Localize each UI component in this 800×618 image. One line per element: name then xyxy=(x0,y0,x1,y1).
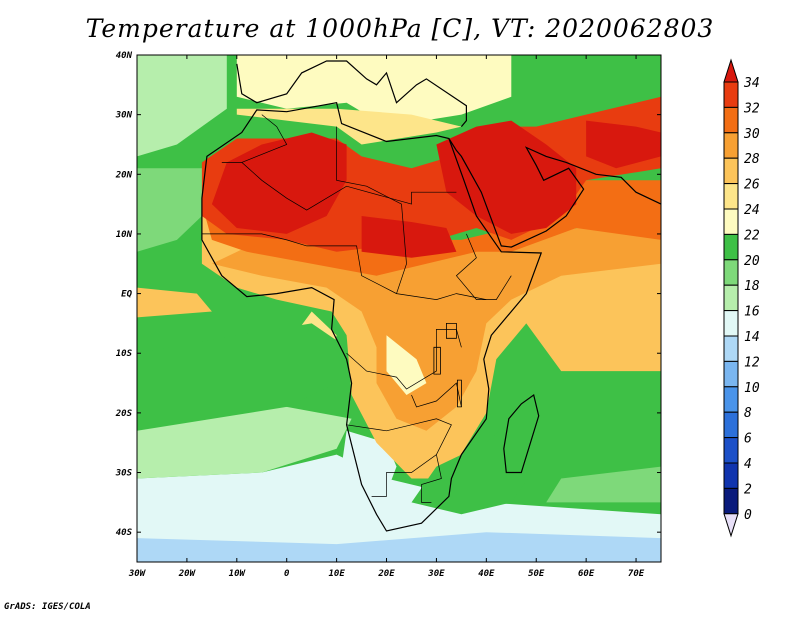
colorbar-label: 26 xyxy=(744,178,760,193)
country-border xyxy=(411,382,462,408)
colorbar-label: 34 xyxy=(743,76,760,91)
field-cool-north-atlantic xyxy=(137,55,227,157)
colorbar-label: 24 xyxy=(744,203,760,218)
colorbar-segment xyxy=(723,360,739,388)
country-border xyxy=(346,329,462,390)
country-border xyxy=(455,233,512,300)
lon-tick-label: 10E xyxy=(328,569,345,579)
colorbar-label: 32 xyxy=(743,101,760,116)
field-mild-indian-ocean xyxy=(546,466,661,503)
lat-tick-label: 40S xyxy=(116,528,133,538)
coastlines xyxy=(201,60,661,532)
longitude-axis: 30W 20W 10W 0 10E 20E 30E 40E 50E 60E 70E xyxy=(128,55,645,579)
field-green-south-atlantic xyxy=(137,323,347,407)
lat-tick-label: 20S xyxy=(115,409,133,419)
madagascar-coastline xyxy=(503,393,540,474)
colorbar-segment xyxy=(723,183,739,210)
colorbar-label: 16 xyxy=(744,305,760,320)
colorbar-label: 28 xyxy=(744,152,760,167)
grads-credit: GrADS: IGES/COLA xyxy=(4,602,91,612)
country-border xyxy=(346,418,452,497)
colorbar-under-triangle xyxy=(723,513,739,538)
colorbar-label: 14 xyxy=(744,330,760,345)
colorbar-over-triangle xyxy=(723,58,739,83)
country-border xyxy=(241,114,288,163)
colorbar-label: 2 xyxy=(744,482,752,497)
temperature-field xyxy=(137,55,661,562)
colorbar-segment xyxy=(723,132,739,159)
country-border xyxy=(336,126,407,294)
colorbar-label: 30 xyxy=(743,127,760,142)
colorbar-segment xyxy=(723,259,739,286)
colorbar-segment xyxy=(723,284,739,312)
colorbar-segment xyxy=(723,487,739,515)
field-peak-west-sahara xyxy=(211,132,347,234)
country-border xyxy=(221,162,457,211)
africa-coastline xyxy=(201,102,543,532)
colorbar-label: 12 xyxy=(744,355,760,370)
lat-tick-label: 10S xyxy=(116,349,133,359)
lon-tick-label: 20E xyxy=(377,569,395,579)
field-peak-iran xyxy=(586,120,661,169)
lon-tick-label: 40E xyxy=(478,569,495,579)
colorbar-segment xyxy=(723,411,739,439)
lat-tick-label: 30N xyxy=(115,111,133,121)
field-peak-sudan xyxy=(361,216,457,258)
latitude-axis: 40N 30N 20N 10N EQ 10S 20S 30S 40S xyxy=(115,51,661,538)
colorbar-label: 22 xyxy=(744,228,760,243)
field-cool-congo xyxy=(386,335,427,395)
lat-tick-label: 30S xyxy=(115,469,133,479)
lon-tick-label: 60E xyxy=(578,569,595,579)
colorbar-label: 10 xyxy=(744,381,760,396)
colorbar-segment xyxy=(723,157,739,185)
colorbar-segment xyxy=(723,208,739,235)
colorbar-label: 20 xyxy=(744,254,760,269)
field-green-mozambique xyxy=(411,406,537,515)
map-title: Temperature at 1000hPa [C], VT: 20200628… xyxy=(85,14,715,43)
country-border xyxy=(421,454,442,503)
lon-tick-label: 50E xyxy=(528,569,545,579)
lat-tick-label: 40N xyxy=(116,51,133,61)
lon-tick-label: 70E xyxy=(628,569,645,579)
lat-tick-label: EQ xyxy=(121,290,132,300)
field-mild-atlantic xyxy=(137,168,207,252)
arabia-coastline xyxy=(448,138,661,248)
country-border xyxy=(201,233,487,300)
field-very-hot-band xyxy=(201,180,661,276)
colorbar-label: 6 xyxy=(744,432,752,447)
colorbar-label: 8 xyxy=(744,406,752,421)
field-hot-sahel xyxy=(211,216,661,431)
colorbar-segment xyxy=(723,81,739,108)
field-mediterranean xyxy=(236,55,512,127)
colorbar-label: 4 xyxy=(744,457,752,472)
colorbar-segment xyxy=(723,335,739,362)
field-cool-southwest-africa xyxy=(336,430,397,533)
lake-outline xyxy=(445,322,457,339)
field-cool-south-atlantic xyxy=(137,406,352,479)
field-warm-gulf-west xyxy=(137,287,212,318)
field-peak-arabia xyxy=(436,120,577,234)
lon-tick-label: 30W xyxy=(128,569,147,579)
lake-outline xyxy=(433,346,441,375)
colorbar-segment xyxy=(723,310,739,337)
lat-tick-label: 20N xyxy=(115,170,133,180)
colorbar-segment xyxy=(723,437,739,464)
colorbar-label: 0 xyxy=(744,508,752,523)
lat-tick-label: 10N xyxy=(116,230,133,240)
field-cold-southern-ocean xyxy=(137,532,661,562)
europe-coastline xyxy=(236,60,467,127)
lake-outline xyxy=(456,379,462,408)
map-frame xyxy=(136,54,662,563)
colorbar-segment xyxy=(723,462,739,489)
colorbar-label: 18 xyxy=(744,279,760,294)
lon-tick-label: 20W xyxy=(178,569,197,579)
lon-tick-label: 10W xyxy=(229,569,247,579)
colorbar-segment xyxy=(723,386,739,413)
colorbar-segment xyxy=(723,233,739,261)
lon-tick-label: 0 xyxy=(284,569,290,579)
colorbar-segment xyxy=(723,106,739,134)
lon-tick-label: 30E xyxy=(427,569,445,579)
